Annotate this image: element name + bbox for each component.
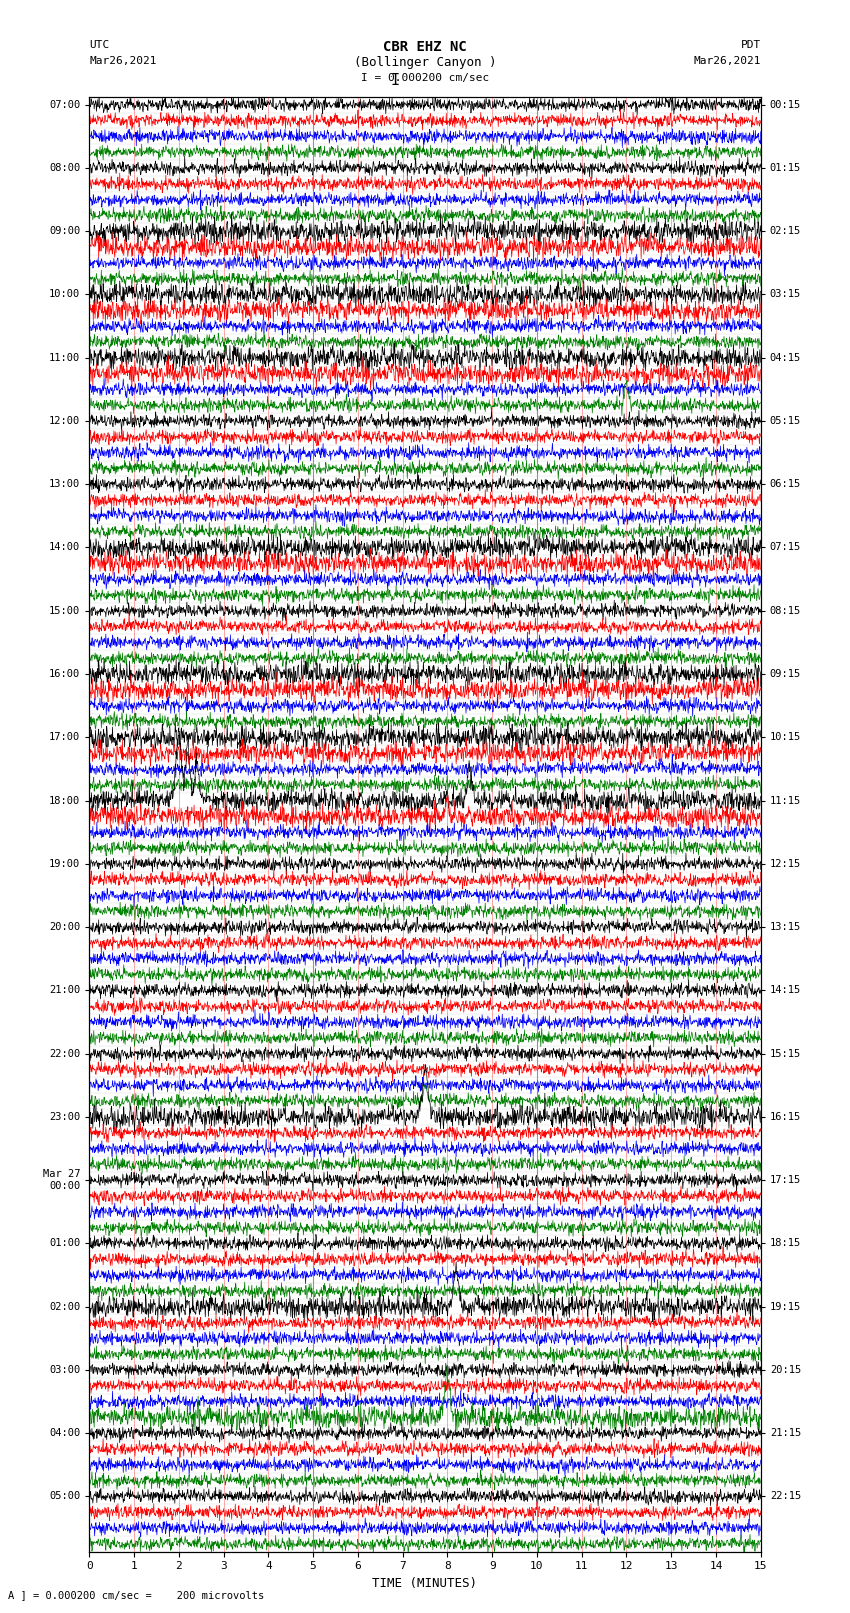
Text: I: I [391,73,399,87]
X-axis label: TIME (MINUTES): TIME (MINUTES) [372,1578,478,1590]
Text: (Bollinger Canyon ): (Bollinger Canyon ) [354,56,496,69]
Text: Mar26,2021: Mar26,2021 [89,56,156,66]
Text: A ] = 0.000200 cm/sec =    200 microvolts: A ] = 0.000200 cm/sec = 200 microvolts [8,1590,264,1600]
Text: I = 0.000200 cm/sec: I = 0.000200 cm/sec [361,73,489,82]
Text: CBR EHZ NC: CBR EHZ NC [383,40,467,55]
Text: Mar26,2021: Mar26,2021 [694,56,761,66]
Text: PDT: PDT [740,40,761,50]
Text: UTC: UTC [89,40,110,50]
